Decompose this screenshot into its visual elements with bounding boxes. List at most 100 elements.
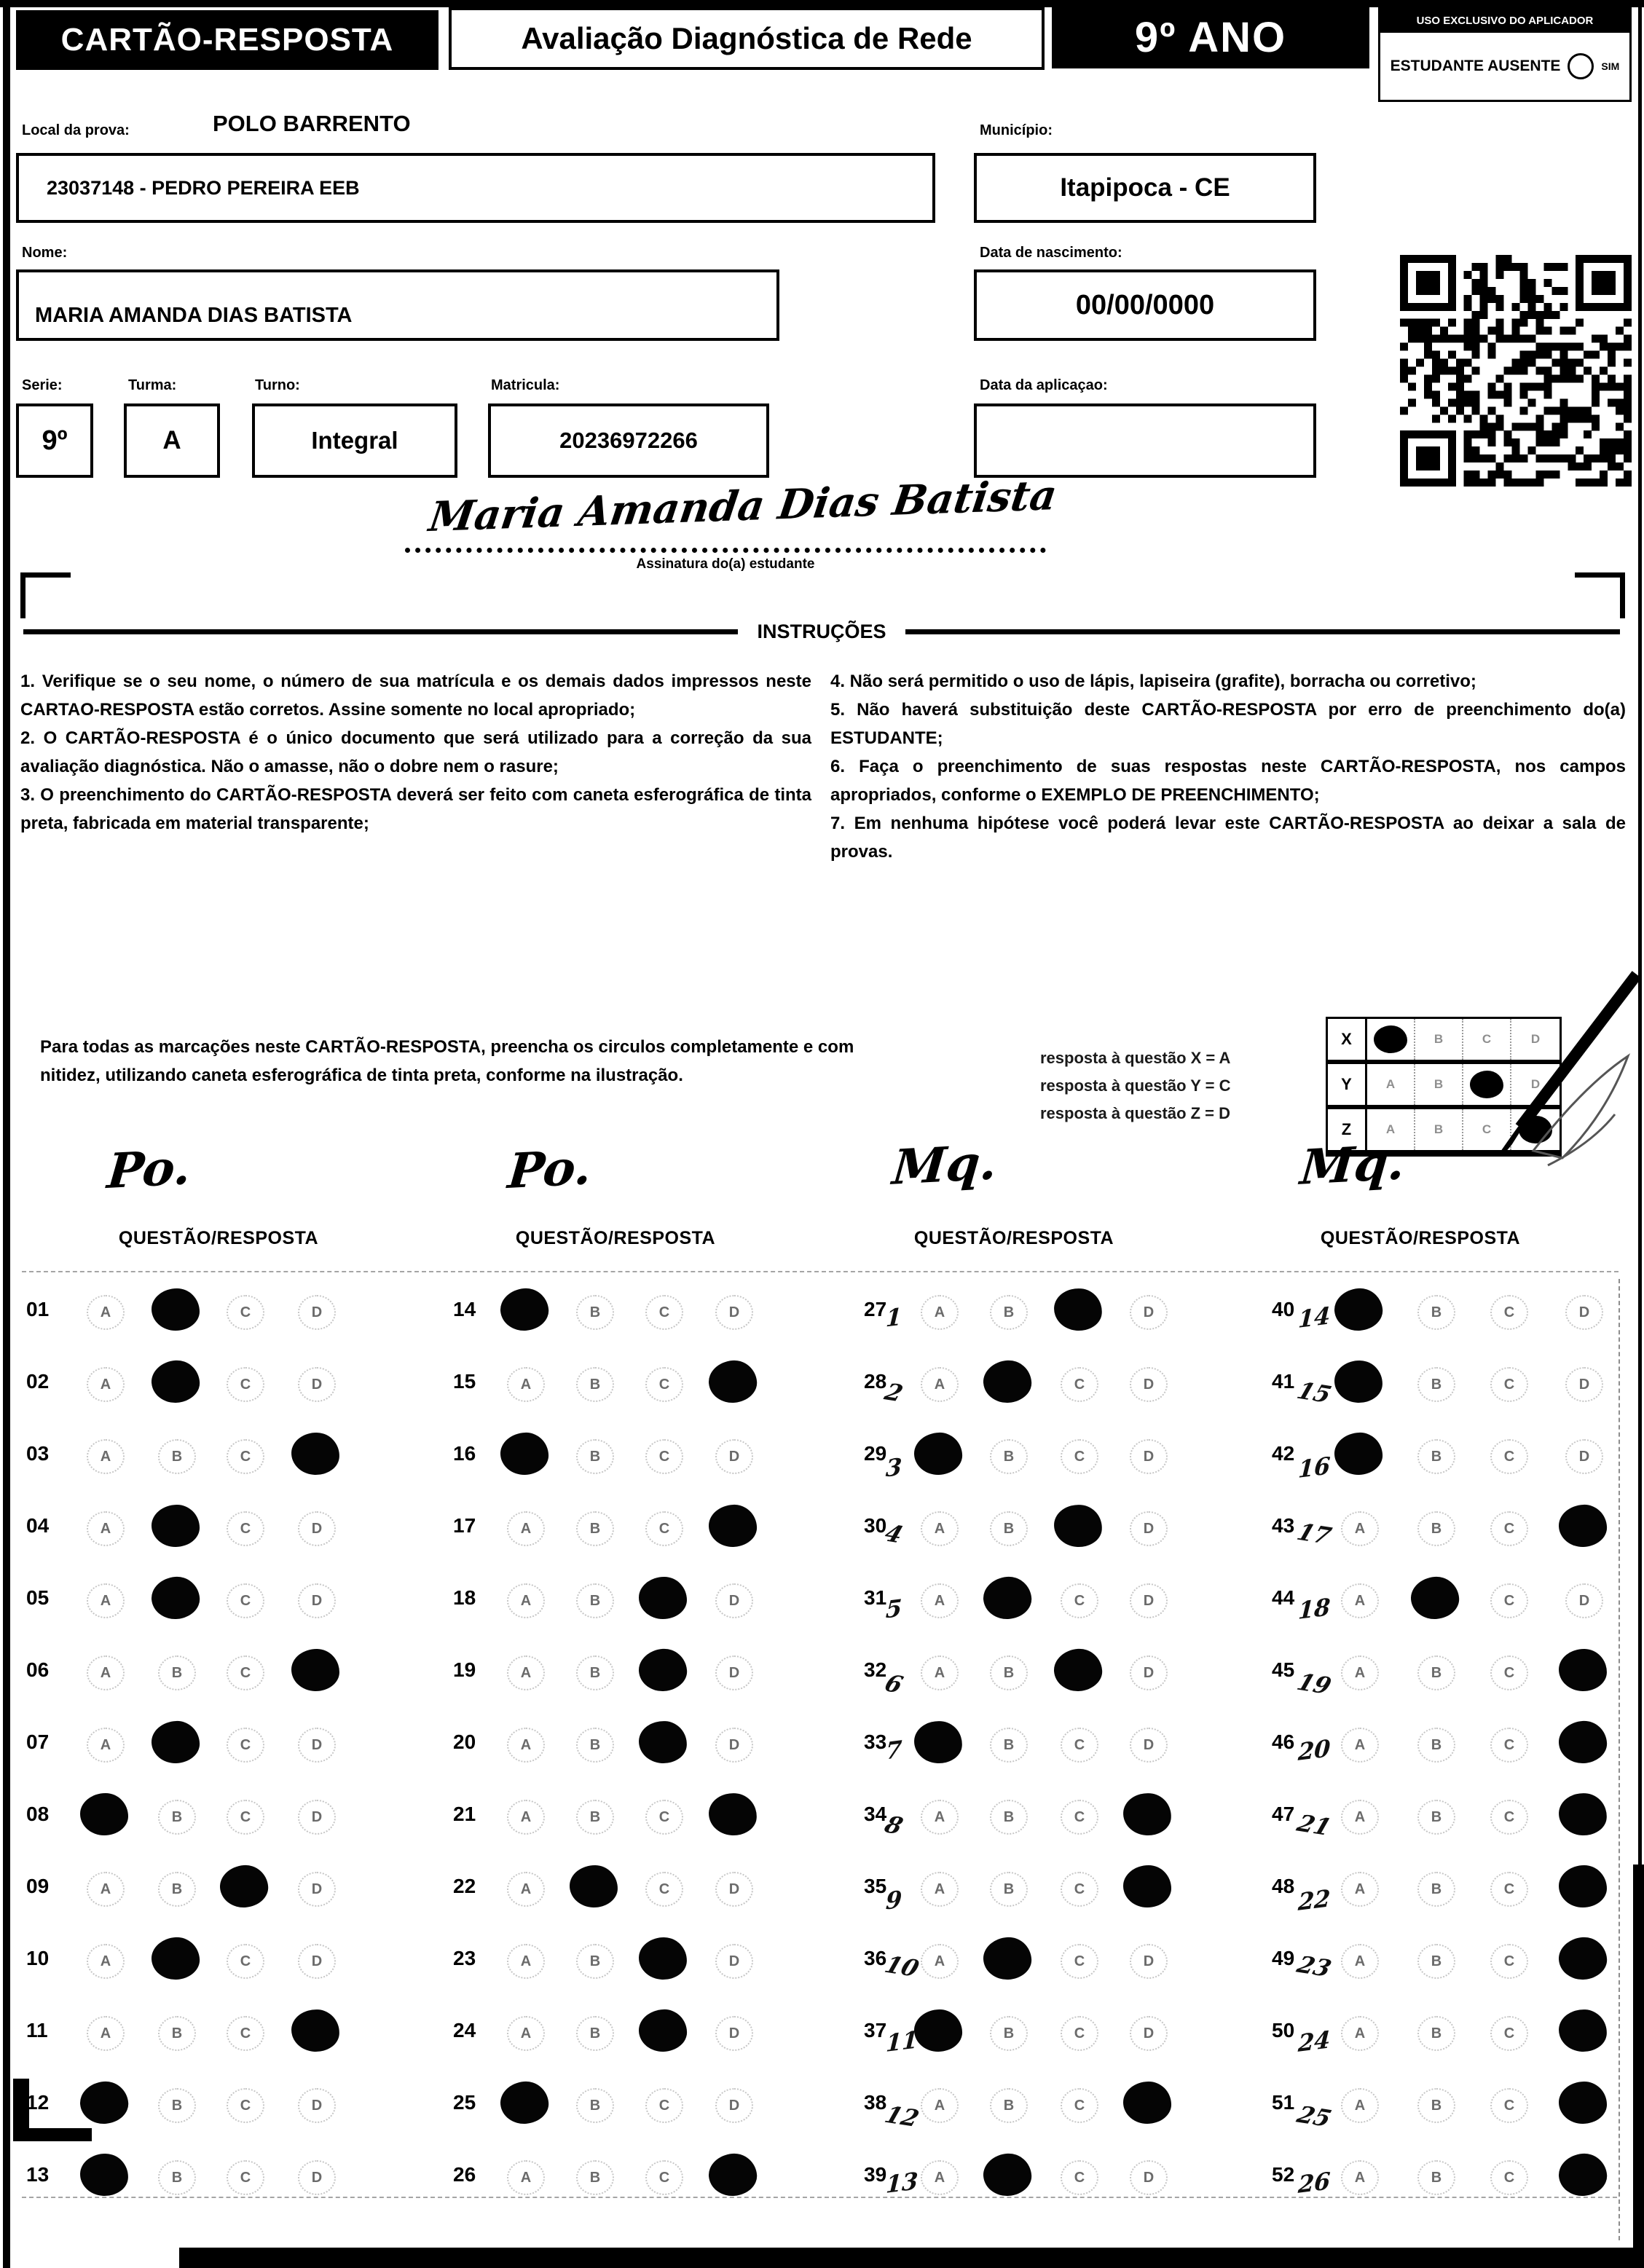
absent-sim-bubble[interactable] [1568,53,1594,79]
bubble-B[interactable]: B [158,2088,196,2123]
bubble-C[interactable]: C [227,1800,264,1835]
bubble-D[interactable]: D [715,2016,753,2051]
bubble-D[interactable]: D [1565,1583,1603,1618]
bubble-D[interactable]: D [715,1295,753,1330]
bubble-D-filled[interactable] [290,2008,341,2053]
bubble-C[interactable]: C [645,1872,683,1907]
bubble-A[interactable]: A [87,1872,125,1907]
bubble-D[interactable]: D [715,2088,753,2123]
bubble-D[interactable]: D [715,1439,753,1474]
bubble-D[interactable]: D [298,1944,336,1979]
bubble-D-filled[interactable] [1557,1720,1608,1765]
bubble-B[interactable]: B [990,1295,1028,1330]
bubble-C[interactable]: C [1061,1872,1098,1907]
bubble-D[interactable]: D [298,1295,336,1330]
bubble-A-filled[interactable] [498,2079,551,2126]
bubble-D[interactable]: D [298,1872,336,1907]
bubble-A[interactable]: A [87,2016,125,2051]
bubble-C[interactable]: C [645,1295,683,1330]
bubble-D[interactable]: D [715,1728,753,1763]
bubble-B-filled[interactable] [982,1936,1033,1981]
bubble-B[interactable]: B [576,1655,614,1690]
bubble-B-filled[interactable] [150,1358,201,1405]
bubble-A[interactable]: A [1341,1583,1379,1618]
bubble-C[interactable]: C [1061,1439,1098,1474]
bubble-A[interactable]: A [921,1944,959,1979]
bubble-C[interactable]: C [1490,1439,1528,1474]
bubble-D[interactable]: D [1130,1728,1168,1763]
bubble-C[interactable]: C [1061,1728,1098,1763]
bubble-D[interactable]: D [1130,2016,1168,2051]
bubble-A[interactable]: A [921,2088,959,2123]
bubble-C[interactable]: C [227,1655,264,1690]
bubble-A-filled[interactable] [913,2009,963,2052]
bubble-B[interactable]: B [1417,1728,1455,1763]
bubble-A[interactable]: A [87,1655,125,1690]
bubble-D[interactable]: D [1130,1367,1168,1402]
bubble-B[interactable]: B [1417,2160,1455,2195]
bubble-B[interactable]: B [1417,1511,1455,1546]
bubble-C[interactable]: C [1490,2160,1528,2195]
bubble-C[interactable]: C [227,1944,264,1979]
bubble-B-filled[interactable] [152,1288,200,1331]
bubble-B[interactable]: B [158,1655,196,1690]
bubble-C-filled[interactable] [638,2008,688,2053]
bubble-B[interactable]: B [576,1439,614,1474]
bubble-A[interactable]: A [1341,2016,1379,2051]
bubble-D[interactable]: D [1565,1439,1603,1474]
bubble-B[interactable]: B [576,1511,614,1546]
bubble-C[interactable]: C [1061,2016,1098,2051]
bubble-B-filled[interactable] [151,1720,200,1765]
bubble-C[interactable]: C [1490,1655,1528,1690]
bubble-A[interactable]: A [507,2160,545,2195]
bubble-C[interactable]: C [1061,1944,1098,1979]
bubble-D-filled[interactable] [1123,1865,1171,1907]
bubble-B[interactable]: B [576,2016,614,2051]
bubble-C[interactable]: C [1061,1583,1098,1618]
bubble-D-filled[interactable] [707,1791,758,1838]
bubble-C[interactable]: C [645,1800,683,1835]
bubble-B[interactable]: B [576,1728,614,1763]
bubble-C[interactable]: C [227,1439,264,1474]
bubble-C[interactable]: C [227,1511,264,1546]
bubble-B[interactable]: B [576,1295,614,1330]
bubble-C-filled[interactable] [1053,1503,1104,1549]
bubble-D[interactable]: D [298,2088,336,2123]
bubble-C-filled[interactable] [1052,1286,1104,1333]
bubble-A[interactable]: A [87,1367,125,1402]
bubble-A[interactable]: A [87,1944,125,1979]
bubble-B[interactable]: B [158,2160,196,2195]
bubble-B[interactable]: B [990,1439,1028,1474]
bubble-D[interactable]: D [298,1367,336,1402]
bubble-C[interactable]: C [227,1583,264,1618]
bubble-C[interactable]: C [227,1728,264,1763]
bubble-C[interactable]: C [1490,1728,1528,1763]
bubble-C[interactable]: C [1490,1583,1528,1618]
bubble-A-filled[interactable] [1334,1359,1383,1404]
bubble-B[interactable]: B [1417,2016,1455,2051]
bubble-A[interactable]: A [921,1800,959,1835]
bubble-D[interactable]: D [298,2160,336,2195]
bubble-D-filled[interactable] [1557,2151,1609,2198]
bubble-B[interactable]: B [990,1872,1028,1907]
bubble-B[interactable]: B [158,1800,196,1835]
bubble-A-filled[interactable] [1334,1431,1383,1476]
bubble-B[interactable]: B [1417,1295,1455,1330]
bubble-C[interactable]: C [645,2160,683,2195]
bubble-C[interactable]: C [645,1367,683,1402]
bubble-B[interactable]: B [576,2160,614,2195]
bubble-D-filled[interactable] [1558,2081,1608,2125]
bubble-A[interactable]: A [507,1800,545,1835]
bubble-A-filled[interactable] [1332,1286,1385,1333]
bubble-C[interactable]: C [227,2088,264,2123]
bubble-C[interactable]: C [1490,2016,1528,2051]
bubble-C-filled[interactable] [218,1863,270,1910]
bubble-D[interactable]: D [298,1511,336,1546]
bubble-B[interactable]: B [1417,1367,1455,1402]
bubble-B[interactable]: B [158,1439,196,1474]
bubble-B[interactable]: B [576,1583,614,1618]
bubble-B[interactable]: B [158,1872,196,1907]
bubble-C[interactable]: C [1490,1944,1528,1979]
bubble-A-filled[interactable] [79,2152,129,2197]
bubble-B[interactable]: B [576,2088,614,2123]
